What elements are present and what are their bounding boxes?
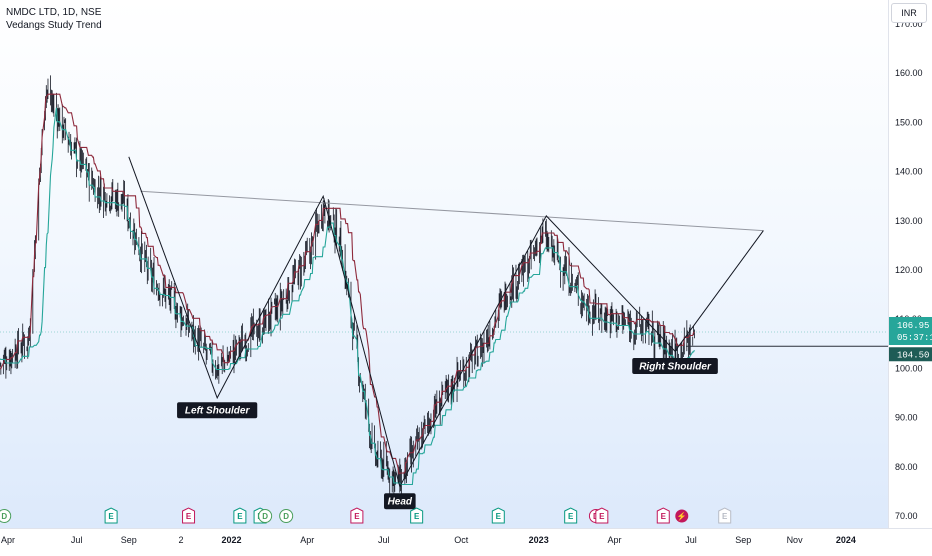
dividend-badge[interactable]: D	[0, 509, 12, 523]
time-tick-label: 2024	[836, 535, 856, 545]
level-tag-bg	[889, 347, 932, 362]
label-text: Right Shoulder	[639, 361, 712, 372]
price-chart[interactable]: Left Shoulder Head Right Shoulder D E E E D E D E…	[0, 0, 888, 528]
neckline[interactable]	[140, 190, 764, 232]
price-tick-label: 80.00	[895, 462, 918, 472]
badge-letter: E	[722, 512, 728, 521]
pattern-label[interactable]: Head	[384, 493, 416, 510]
dividend-badge[interactable]: D	[258, 509, 273, 523]
price-tick-label: 120.00	[895, 265, 923, 275]
pattern-label[interactable]: Right Shoulder	[632, 357, 718, 374]
earnings-badge[interactable]: E	[656, 507, 670, 524]
time-tick-label: Jul	[71, 535, 83, 545]
badge-letter: E	[496, 512, 502, 521]
symbol-title: NMDC LTD, 1D, NSE	[6, 7, 102, 18]
time-scale[interactable]: Apr Jul Sep 2 2022 Apr Jul Oct 2023 Apr Jul Sep Nov 2…	[0, 528, 932, 551]
time-tick-label: Sep	[121, 535, 137, 545]
earnings-badge[interactable]: E	[595, 507, 609, 524]
price-tick-label: 140.00	[895, 167, 923, 177]
time-tick-label: Apr	[607, 535, 621, 545]
price-tick-label: 160.00	[895, 68, 923, 78]
badge-shape	[491, 507, 505, 524]
last-price-value: 106.95	[897, 321, 929, 331]
time-tick-label: 2023	[529, 535, 549, 545]
badge-letter: E	[599, 512, 605, 521]
last-price-bg	[889, 316, 932, 345]
badge-shape	[595, 507, 609, 524]
time-tick-label: Apr	[300, 535, 314, 545]
level-price-value: 104.50	[897, 350, 929, 360]
price-tick-label: 130.00	[895, 216, 923, 226]
badge-shape	[279, 509, 294, 523]
price-scale[interactable]: 170.00160.00150.00140.00130.00120.00110.…	[888, 0, 932, 528]
split-icon[interactable]: ⚡	[675, 509, 689, 523]
level-price-tag: 104.50	[889, 347, 932, 362]
earnings-badge[interactable]: E	[104, 507, 118, 524]
badge-shape	[182, 507, 196, 524]
earnings-badge[interactable]: E	[233, 507, 247, 524]
badge-shape	[718, 507, 732, 524]
chart-legend: NMDC LTD, 1D, NSE Vedangs Study Trend	[6, 6, 102, 32]
price-tick-label: 150.00	[895, 117, 923, 127]
label-text: Left Shoulder	[185, 406, 251, 417]
badge-letter: E	[237, 512, 243, 521]
badge-shape	[656, 507, 670, 524]
badge-shape	[410, 507, 424, 524]
badge-shape	[0, 509, 12, 523]
earnings-badge[interactable]: E	[718, 507, 732, 524]
time-tick-label: Sep	[735, 535, 751, 545]
badge-letter: D	[262, 512, 268, 521]
dividend-badge[interactable]: D	[279, 509, 294, 523]
badge-shape	[258, 509, 273, 523]
time-axis[interactable]: Apr Jul Sep 2 2022 Apr Jul Oct 2023 Apr Jul Sep Nov 2…	[0, 529, 932, 551]
time-tick-label: 2	[178, 535, 183, 545]
price-tick-label: 100.00	[895, 363, 923, 373]
badge-letter: E	[661, 512, 667, 521]
time-tick-label: Apr	[1, 535, 15, 545]
last-price-tag: 106.95 05:37:13	[889, 316, 932, 345]
badge-shape	[350, 507, 364, 524]
time-tick-label: Jul	[685, 535, 697, 545]
earnings-badge[interactable]: E	[410, 507, 424, 524]
badge-shape	[564, 507, 578, 524]
currency-selector[interactable]: INR	[891, 3, 927, 23]
label-box	[384, 493, 416, 510]
countdown-timer: 05:37:13	[897, 333, 932, 343]
trend-upper-line	[0, 93, 695, 475]
price-axis[interactable]: 170.00160.00150.00140.00130.00120.00110.…	[889, 0, 932, 528]
badge-letter: E	[354, 512, 360, 521]
pattern-line[interactable]	[128, 156, 764, 488]
price-tick-label: 170.00	[895, 19, 923, 29]
time-tick-label: Oct	[454, 535, 469, 545]
badge-letter: E	[414, 512, 420, 521]
label-text: Head	[388, 497, 413, 508]
badge-shape	[104, 507, 118, 524]
earnings-badge[interactable]: E	[350, 507, 364, 524]
indicator-name: Vedangs Study Trend	[6, 20, 102, 31]
badge-letter: E	[108, 512, 114, 521]
label-box	[177, 402, 258, 419]
time-tick-label: Nov	[787, 535, 804, 545]
badge-letter: D	[1, 512, 7, 521]
earnings-badge[interactable]: E	[182, 507, 196, 524]
badge-shape	[675, 509, 689, 523]
badge-letter: D	[283, 512, 289, 521]
time-tick-label: 2022	[221, 535, 241, 545]
badge-letter: ⚡	[677, 511, 687, 521]
badge-letter: E	[186, 512, 192, 521]
price-tick-label: 90.00	[895, 413, 918, 423]
price-tick-label: 70.00	[895, 511, 918, 521]
earnings-badge[interactable]: E	[564, 507, 578, 524]
label-box	[632, 357, 718, 374]
earnings-badge[interactable]: E	[491, 507, 505, 524]
badge-shape	[233, 507, 247, 524]
pattern-label[interactable]: Left Shoulder	[177, 402, 258, 419]
trend-lower-line	[0, 107, 695, 486]
chart-area[interactable]: Left Shoulder Head Right Shoulder D E E E D E D E…	[0, 0, 888, 528]
badge-letter: E	[568, 512, 574, 521]
time-tick-label: Jul	[378, 535, 390, 545]
